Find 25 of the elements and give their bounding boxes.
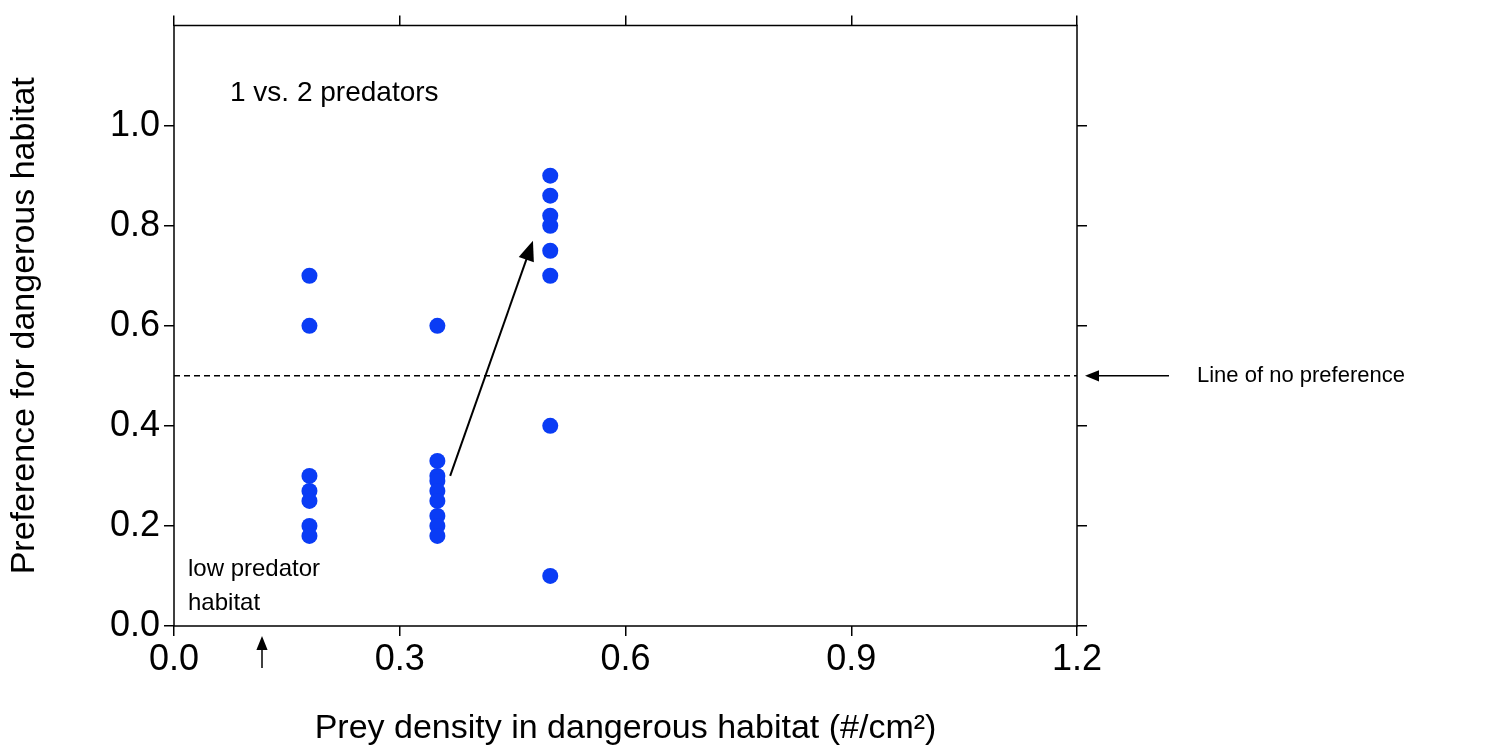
annotation: low predator habitat: [188, 554, 321, 615]
point: [542, 242, 559, 259]
x-tick-label: 1.2: [1051, 636, 1103, 678]
point: [429, 452, 446, 469]
y-tick-label: 1.0: [109, 102, 160, 144]
point: [542, 567, 559, 584]
point: [301, 317, 318, 334]
point: [542, 187, 559, 204]
point: [542, 417, 559, 434]
point: [301, 467, 318, 484]
x-tick-label: 0.6: [600, 636, 651, 678]
y-tick-label: 0.2: [109, 502, 160, 544]
x-axis-title: Prey density in dangerous habitat (#/cm²): [314, 706, 937, 745]
y-tick-label: 0.8: [109, 202, 160, 244]
annotation: 1 vs. 2 predators: [230, 75, 439, 107]
point: [429, 317, 446, 334]
point: [542, 267, 559, 284]
point: [542, 167, 559, 184]
y-tick-label: 0.4: [109, 402, 160, 444]
x-tick-label: 0.3: [374, 636, 425, 678]
ref-line-label: Line of no preference: [1197, 361, 1405, 387]
point: [301, 267, 318, 284]
y-tick-label: 0.6: [109, 302, 160, 344]
x-tick-label: 0.9: [826, 636, 877, 678]
y-axis-title: Preference for dangerous habitat: [2, 76, 41, 575]
